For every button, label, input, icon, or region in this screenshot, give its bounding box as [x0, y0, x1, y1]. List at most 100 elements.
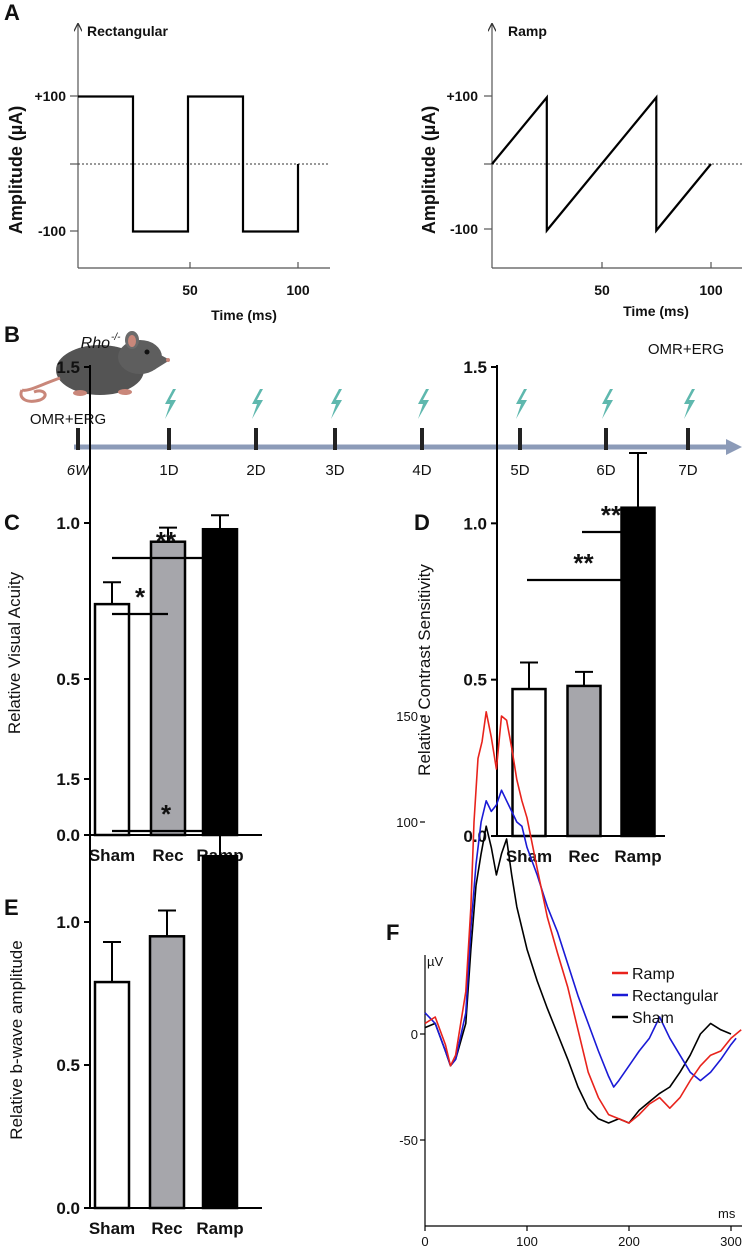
category-label: Sham [89, 846, 135, 865]
y-tick-label: 1.0 [56, 913, 80, 932]
timeline-label: 7D [678, 462, 697, 479]
panel-a-ramp: Ramp +100 -100 50 100 Time (ms) Amplitud… [419, 23, 742, 319]
timeline-tick [167, 428, 171, 450]
legend-entry: Rectangular [632, 988, 719, 1005]
bar-rec [148, 935, 186, 1210]
y-tick-label: -100 [450, 221, 478, 237]
y-tick-label: -50 [399, 1133, 418, 1148]
legend-entry: Sham [632, 1010, 674, 1027]
bar-sham [93, 602, 131, 837]
stimulation-bolt-icon [602, 389, 613, 419]
y-tick-label: 1.0 [56, 514, 80, 533]
trace-sham [424, 825, 732, 1124]
y-tick-label: 0.5 [463, 671, 487, 690]
timeline-tick [686, 428, 690, 450]
title: Rectangular [87, 23, 168, 39]
stimulation-bolt-icon [418, 389, 429, 419]
bar-ramp [620, 506, 656, 838]
timeline-label: 3D [325, 462, 344, 479]
animal-sup: -/- [111, 332, 121, 343]
x-tick-label: 200 [618, 1234, 640, 1249]
timeline-label: 1D [159, 462, 178, 479]
category-label: Sham [506, 847, 552, 866]
trace-ramp [424, 710, 742, 1124]
x-tick-label: 100 [516, 1234, 538, 1249]
x-tick-label: 300 [720, 1234, 742, 1249]
category-label: Sham [89, 1219, 135, 1238]
timeline-tick [76, 428, 80, 450]
start-label: OMR+ERG [30, 411, 106, 428]
category-label: Ramp [614, 847, 661, 866]
title: Ramp [508, 23, 547, 39]
y-axis-label: Relative Contrast Sensitivity [415, 564, 434, 776]
x-unit: ms [718, 1206, 736, 1221]
timeline-label: 6D [596, 462, 615, 479]
bar-rec [149, 540, 187, 837]
timeline-label: 2D [246, 462, 265, 479]
y-axis-label: Relative b-wave amplitude [7, 940, 26, 1139]
timeline-label: 4D [412, 462, 431, 479]
x-tick-label: 0 [421, 1234, 428, 1249]
trace-rectangular [424, 789, 737, 1088]
timeline-label: 5D [510, 462, 529, 479]
ramp-waveform [491, 94, 712, 234]
stimulation-bolt-icon [516, 389, 527, 419]
stimulation-bolt-icon [165, 389, 176, 419]
significance-label: ** [601, 500, 622, 530]
y-axis-label: Relative Visual Acuity [5, 571, 24, 734]
animal-label: Rho [81, 335, 110, 352]
bar-sham [511, 687, 547, 838]
category-label: Rec [152, 846, 183, 865]
y-tick-label: 0.5 [56, 670, 80, 689]
panel-label-d: D [414, 510, 430, 535]
category-label: Rec [568, 847, 599, 866]
y-unit: µV [427, 954, 443, 969]
stimulation-bolt-icon [684, 389, 695, 419]
y-tick-label: 150 [396, 709, 418, 724]
category-label: Rec [151, 1219, 182, 1238]
bar-rec [566, 684, 602, 838]
rat-icon [19, 331, 170, 403]
stimulation-bolt-icon [252, 389, 263, 419]
significance-label: * [135, 582, 146, 612]
timeline-points: 6W 1D 2D 3D 4D 5D 6D 7D [67, 389, 698, 479]
x-tick-label: 100 [699, 282, 723, 298]
end-label: OMR+ERG [648, 341, 724, 358]
timeline-tick [333, 428, 337, 450]
rectangular-waveform [78, 95, 300, 233]
panel-label-f: F [386, 920, 399, 945]
y-tick-label: 1.0 [463, 514, 487, 533]
y-tick-label: 100 [396, 815, 418, 830]
legend-entry: Ramp [632, 966, 675, 983]
panel-label-a: A [4, 0, 20, 25]
panel-b-timeline: Rho -/- OMR+ERG OMR+ERG 6W 1D 2D 3D 4D 5D 6D 7D [19, 331, 742, 479]
y-tick-label: 1.5 [56, 358, 80, 377]
y-axis-label: Amplitude (µA) [419, 106, 439, 234]
x-tick-label: 50 [594, 282, 610, 298]
y-tick-label: 0.0 [56, 826, 80, 845]
timeline-arrowhead [726, 439, 742, 455]
x-tick-label: 100 [286, 282, 310, 298]
timeline-tick [420, 428, 424, 450]
panel-e-bar-chart: Relative b-wave amplitude 0.0 0.5 1.0 1.5 Sh… [7, 770, 262, 1238]
significance-label: ** [573, 548, 594, 578]
y-tick-label: +100 [34, 88, 66, 104]
bar-ramp [201, 527, 239, 837]
x-tick-label: 50 [182, 282, 198, 298]
x-axis-label: Time (ms) [211, 307, 277, 323]
y-axis-label: Amplitude (µA) [6, 106, 26, 234]
panel-label-b: B [4, 322, 20, 347]
timeline-tick [604, 428, 608, 450]
x-axis-label: Time (ms) [623, 303, 689, 319]
panel-a-rectangular: Rectangular +100 -100 50 100 Time (ms) A… [6, 23, 330, 323]
panel-label-e: E [4, 895, 19, 920]
timeline-tick [254, 428, 258, 450]
y-tick-label: 0 [411, 1027, 418, 1042]
timeline-tick [518, 428, 522, 450]
y-tick-label: 0.5 [56, 1056, 80, 1075]
y-tick-label: 1.5 [463, 358, 487, 377]
y-tick-label: 1.5 [56, 770, 80, 789]
y-tick-label: 0.0 [56, 1199, 80, 1218]
significance-label: ** [156, 526, 177, 556]
